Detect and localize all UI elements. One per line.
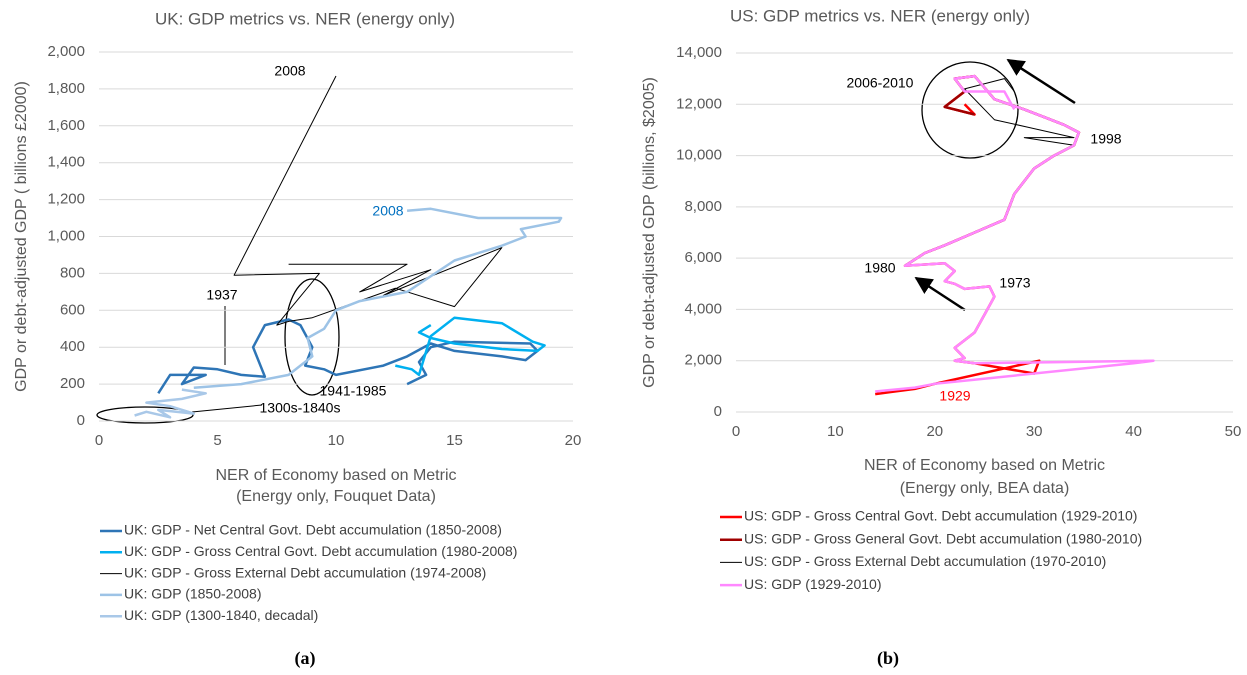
caption: (b) — [877, 648, 899, 669]
annotation: 2006-2010 — [847, 75, 914, 91]
chart-title: UK: GDP metrics vs. NER (energy only) — [155, 9, 455, 28]
x-tick-label: 15 — [446, 432, 463, 449]
x-tick-label: 0 — [95, 432, 103, 449]
arrow — [914, 276, 966, 312]
legend-label: US: GDP - Gross External Debt accumulati… — [744, 553, 1106, 569]
y-tick-label: 1,400 — [47, 154, 85, 171]
x-tick-label: 10 — [328, 432, 345, 449]
y-tick-label: 2,000 — [684, 352, 722, 369]
annotation: 1941-1985 — [320, 383, 387, 399]
annotation: 2008 — [372, 203, 403, 219]
series-line — [875, 74, 1081, 396]
y-tick-label: 0 — [77, 412, 85, 429]
legend-label: UK: GDP - Gross Central Govt. Debt accum… — [124, 543, 517, 559]
annotation: 1973 — [999, 275, 1030, 291]
x-axis-label: NER of Economy based on Metric — [864, 457, 1105, 474]
chart-title: US: GDP metrics vs. NER (energy only) — [730, 6, 1030, 25]
y-axis-label: GDP or debt-adjusted GDP ( billions £200… — [13, 81, 30, 392]
arrow — [1006, 58, 1076, 105]
annotation: 1300s-1840s — [260, 400, 341, 416]
y-tick-label: 0 — [714, 403, 722, 420]
y-tick-label: 200 — [60, 375, 85, 392]
caption: (a) — [295, 648, 316, 669]
series-line — [395, 316, 546, 377]
x-axis-label: (Energy only, BEA data) — [900, 480, 1070, 497]
x-tick-label: 20 — [565, 432, 582, 449]
y-tick-label: 8,000 — [684, 198, 722, 215]
legend-label: US: GDP (1929-2010) — [744, 576, 881, 592]
x-tick-label: 10 — [827, 423, 844, 440]
y-tick-label: 1,200 — [47, 191, 85, 208]
annotation: 1998 — [1090, 131, 1121, 147]
highlight-circle — [921, 61, 1019, 159]
x-tick-label: 40 — [1125, 423, 1142, 440]
x-axis-label: NER of Economy based on Metric — [216, 467, 457, 484]
annotation: 1937 — [206, 287, 237, 303]
legend-label: UK: GDP - Net Central Govt. Debt accumul… — [124, 522, 502, 538]
annotation: 1929 — [939, 388, 970, 404]
x-tick-label: 30 — [1026, 423, 1043, 440]
y-tick-label: 1,000 — [47, 227, 85, 244]
y-tick-label: 2,000 — [47, 43, 85, 60]
series-line — [904, 78, 1075, 285]
annotation: 2008 — [274, 63, 305, 79]
x-axis-label: (Energy only, Fouquet Data) — [236, 488, 436, 505]
y-tick-label: 12,000 — [676, 95, 722, 112]
highlight-ellipse — [284, 278, 340, 396]
y-tick-label: 1,600 — [47, 117, 85, 134]
legend-label: US: GDP - Gross Central Govt. Debt accum… — [744, 508, 1137, 524]
highlight-ellipse — [96, 406, 194, 424]
leader-line — [191, 404, 263, 413]
series-line — [157, 318, 539, 394]
annotation: 1980 — [864, 260, 895, 276]
x-tick-label: 20 — [926, 423, 943, 440]
legend-label: UK: GDP - Gross External Debt accumulati… — [124, 564, 486, 580]
y-tick-label: 14,000 — [676, 44, 722, 61]
y-tick-label: 600 — [60, 301, 85, 318]
legend-label: UK: GDP (1850-2008) — [124, 586, 261, 602]
series-line — [233, 75, 503, 326]
y-tick-label: 800 — [60, 264, 85, 281]
series-line — [193, 207, 563, 390]
series-line — [134, 388, 207, 419]
legend-label: UK: GDP (1300-1840, decadal) — [124, 607, 318, 623]
series-line — [875, 74, 1155, 393]
x-tick-label: 0 — [732, 423, 740, 440]
y-axis-label: GDP or debt-adjusted GDP (billions, $200… — [641, 77, 658, 388]
y-tick-label: 1,800 — [47, 80, 85, 97]
y-tick-label: 6,000 — [684, 249, 722, 266]
x-tick-label: 5 — [213, 432, 221, 449]
legend-label: US: GDP - Gross General Govt. Debt accum… — [744, 530, 1142, 546]
y-tick-label: 4,000 — [684, 300, 722, 317]
y-tick-label: 10,000 — [676, 147, 722, 164]
y-tick-label: 400 — [60, 338, 85, 355]
x-tick-label: 50 — [1225, 423, 1242, 440]
